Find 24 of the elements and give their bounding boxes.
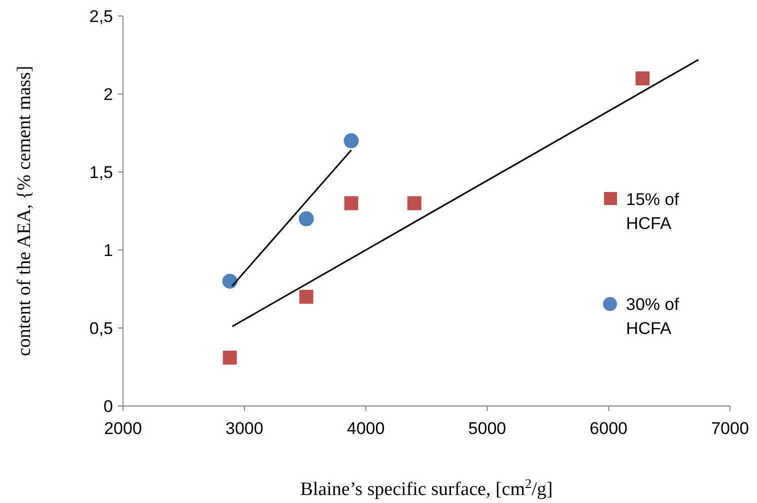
point [344, 196, 358, 210]
x-tick-label: 2000 [104, 419, 142, 438]
point [344, 133, 359, 148]
x-axis-title: Blaine’s specific surface, [cm$^{2}$/g] [300, 476, 553, 500]
y-tick-label: 0 [104, 397, 113, 416]
x-tick-label: 7000 [711, 419, 749, 438]
y-tick-label: 0,5 [89, 319, 113, 338]
y-tick-label: 2 [104, 85, 113, 104]
x-tick-label: 5000 [468, 419, 506, 438]
y-axis-title: content of the AEA, {% cement mass] [14, 66, 35, 356]
y-tick-label: 1,5 [89, 163, 113, 182]
point [299, 290, 314, 304]
point [407, 196, 422, 210]
legend-label: 15% of HCFA [626, 190, 680, 233]
point [222, 274, 238, 289]
point [636, 71, 650, 86]
x-tick-label: 4000 [346, 419, 385, 438]
x-tick-label: 6000 [590, 419, 628, 438]
point [222, 350, 237, 365]
point [298, 211, 314, 226]
legend-label: 30% of HCFA [626, 295, 680, 338]
y-tick-label: 1 [104, 241, 113, 260]
y-tick-label: 2,5 [89, 7, 113, 26]
x-tick-label: 3000 [225, 419, 264, 438]
